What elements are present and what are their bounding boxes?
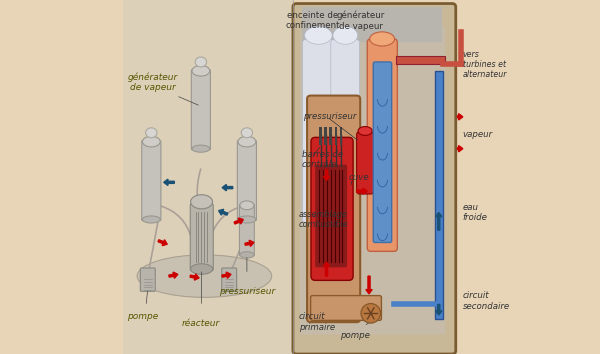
Text: circuit
primaire: circuit primaire [299,313,335,332]
FancyBboxPatch shape [335,127,337,145]
Ellipse shape [238,216,256,223]
FancyArrow shape [222,184,233,191]
FancyBboxPatch shape [190,204,213,271]
Text: pressuriseur: pressuriseur [303,112,356,121]
Text: pompe: pompe [340,331,370,340]
FancyBboxPatch shape [140,268,155,291]
FancyBboxPatch shape [434,71,443,319]
Ellipse shape [146,128,157,138]
FancyBboxPatch shape [191,70,211,150]
Text: vapeur: vapeur [463,130,493,139]
FancyBboxPatch shape [302,40,335,222]
FancyBboxPatch shape [395,56,445,64]
FancyArrow shape [234,218,244,224]
FancyBboxPatch shape [123,0,293,354]
Ellipse shape [305,27,332,44]
FancyArrow shape [190,274,199,280]
Text: vers
turbines et
alternateur: vers turbines et alternateur [463,50,508,79]
FancyBboxPatch shape [222,268,236,291]
Text: pompe: pompe [127,312,158,320]
Ellipse shape [238,136,256,147]
Text: eau
froide: eau froide [463,203,488,222]
FancyBboxPatch shape [307,96,360,322]
Ellipse shape [361,304,380,323]
Ellipse shape [195,57,206,67]
FancyArrow shape [169,272,178,278]
FancyBboxPatch shape [238,141,256,221]
FancyBboxPatch shape [142,141,161,221]
Ellipse shape [333,27,358,44]
Ellipse shape [142,216,160,223]
FancyArrow shape [164,179,175,185]
FancyArrow shape [436,304,442,315]
Text: générateur
de vapeur: générateur de vapeur [128,72,178,92]
FancyBboxPatch shape [367,39,397,251]
FancyBboxPatch shape [311,296,382,320]
FancyBboxPatch shape [300,27,445,335]
Ellipse shape [241,128,253,138]
Text: enceinte de
confinement: enceinte de confinement [286,11,340,30]
FancyBboxPatch shape [340,127,343,145]
Text: réacteur: réacteur [182,319,220,327]
Text: cuve: cuve [349,172,370,182]
Text: pressuriseur: pressuriseur [219,287,275,296]
Ellipse shape [192,65,210,76]
FancyBboxPatch shape [311,137,353,280]
FancyArrow shape [222,272,231,278]
Ellipse shape [137,255,272,297]
FancyArrow shape [158,240,167,246]
Ellipse shape [358,126,372,135]
FancyBboxPatch shape [373,62,392,242]
Text: assemblage
combustible: assemblage combustible [298,210,348,229]
FancyBboxPatch shape [293,4,456,354]
FancyBboxPatch shape [329,127,332,145]
FancyArrow shape [323,262,330,276]
FancyBboxPatch shape [239,204,254,256]
Ellipse shape [240,252,254,258]
Ellipse shape [192,145,210,152]
FancyBboxPatch shape [331,40,359,222]
FancyArrow shape [436,212,442,230]
Text: barres de
contrôle: barres de contrôle [302,150,343,169]
FancyArrow shape [356,188,367,194]
Text: générateur
de vapeur: générateur de vapeur [337,11,385,30]
FancyArrow shape [458,145,463,152]
FancyArrow shape [458,114,463,120]
Ellipse shape [240,201,254,210]
FancyBboxPatch shape [319,127,322,145]
FancyBboxPatch shape [356,132,374,194]
FancyArrow shape [323,170,330,181]
Ellipse shape [191,195,212,209]
FancyArrow shape [245,240,254,246]
Ellipse shape [142,136,160,147]
FancyBboxPatch shape [315,165,347,267]
FancyArrow shape [366,276,372,294]
Text: circuit
secondaire: circuit secondaire [463,291,510,310]
Ellipse shape [370,32,395,46]
Ellipse shape [191,264,212,274]
FancyBboxPatch shape [324,127,327,145]
FancyArrow shape [218,209,228,215]
FancyBboxPatch shape [302,7,442,42]
